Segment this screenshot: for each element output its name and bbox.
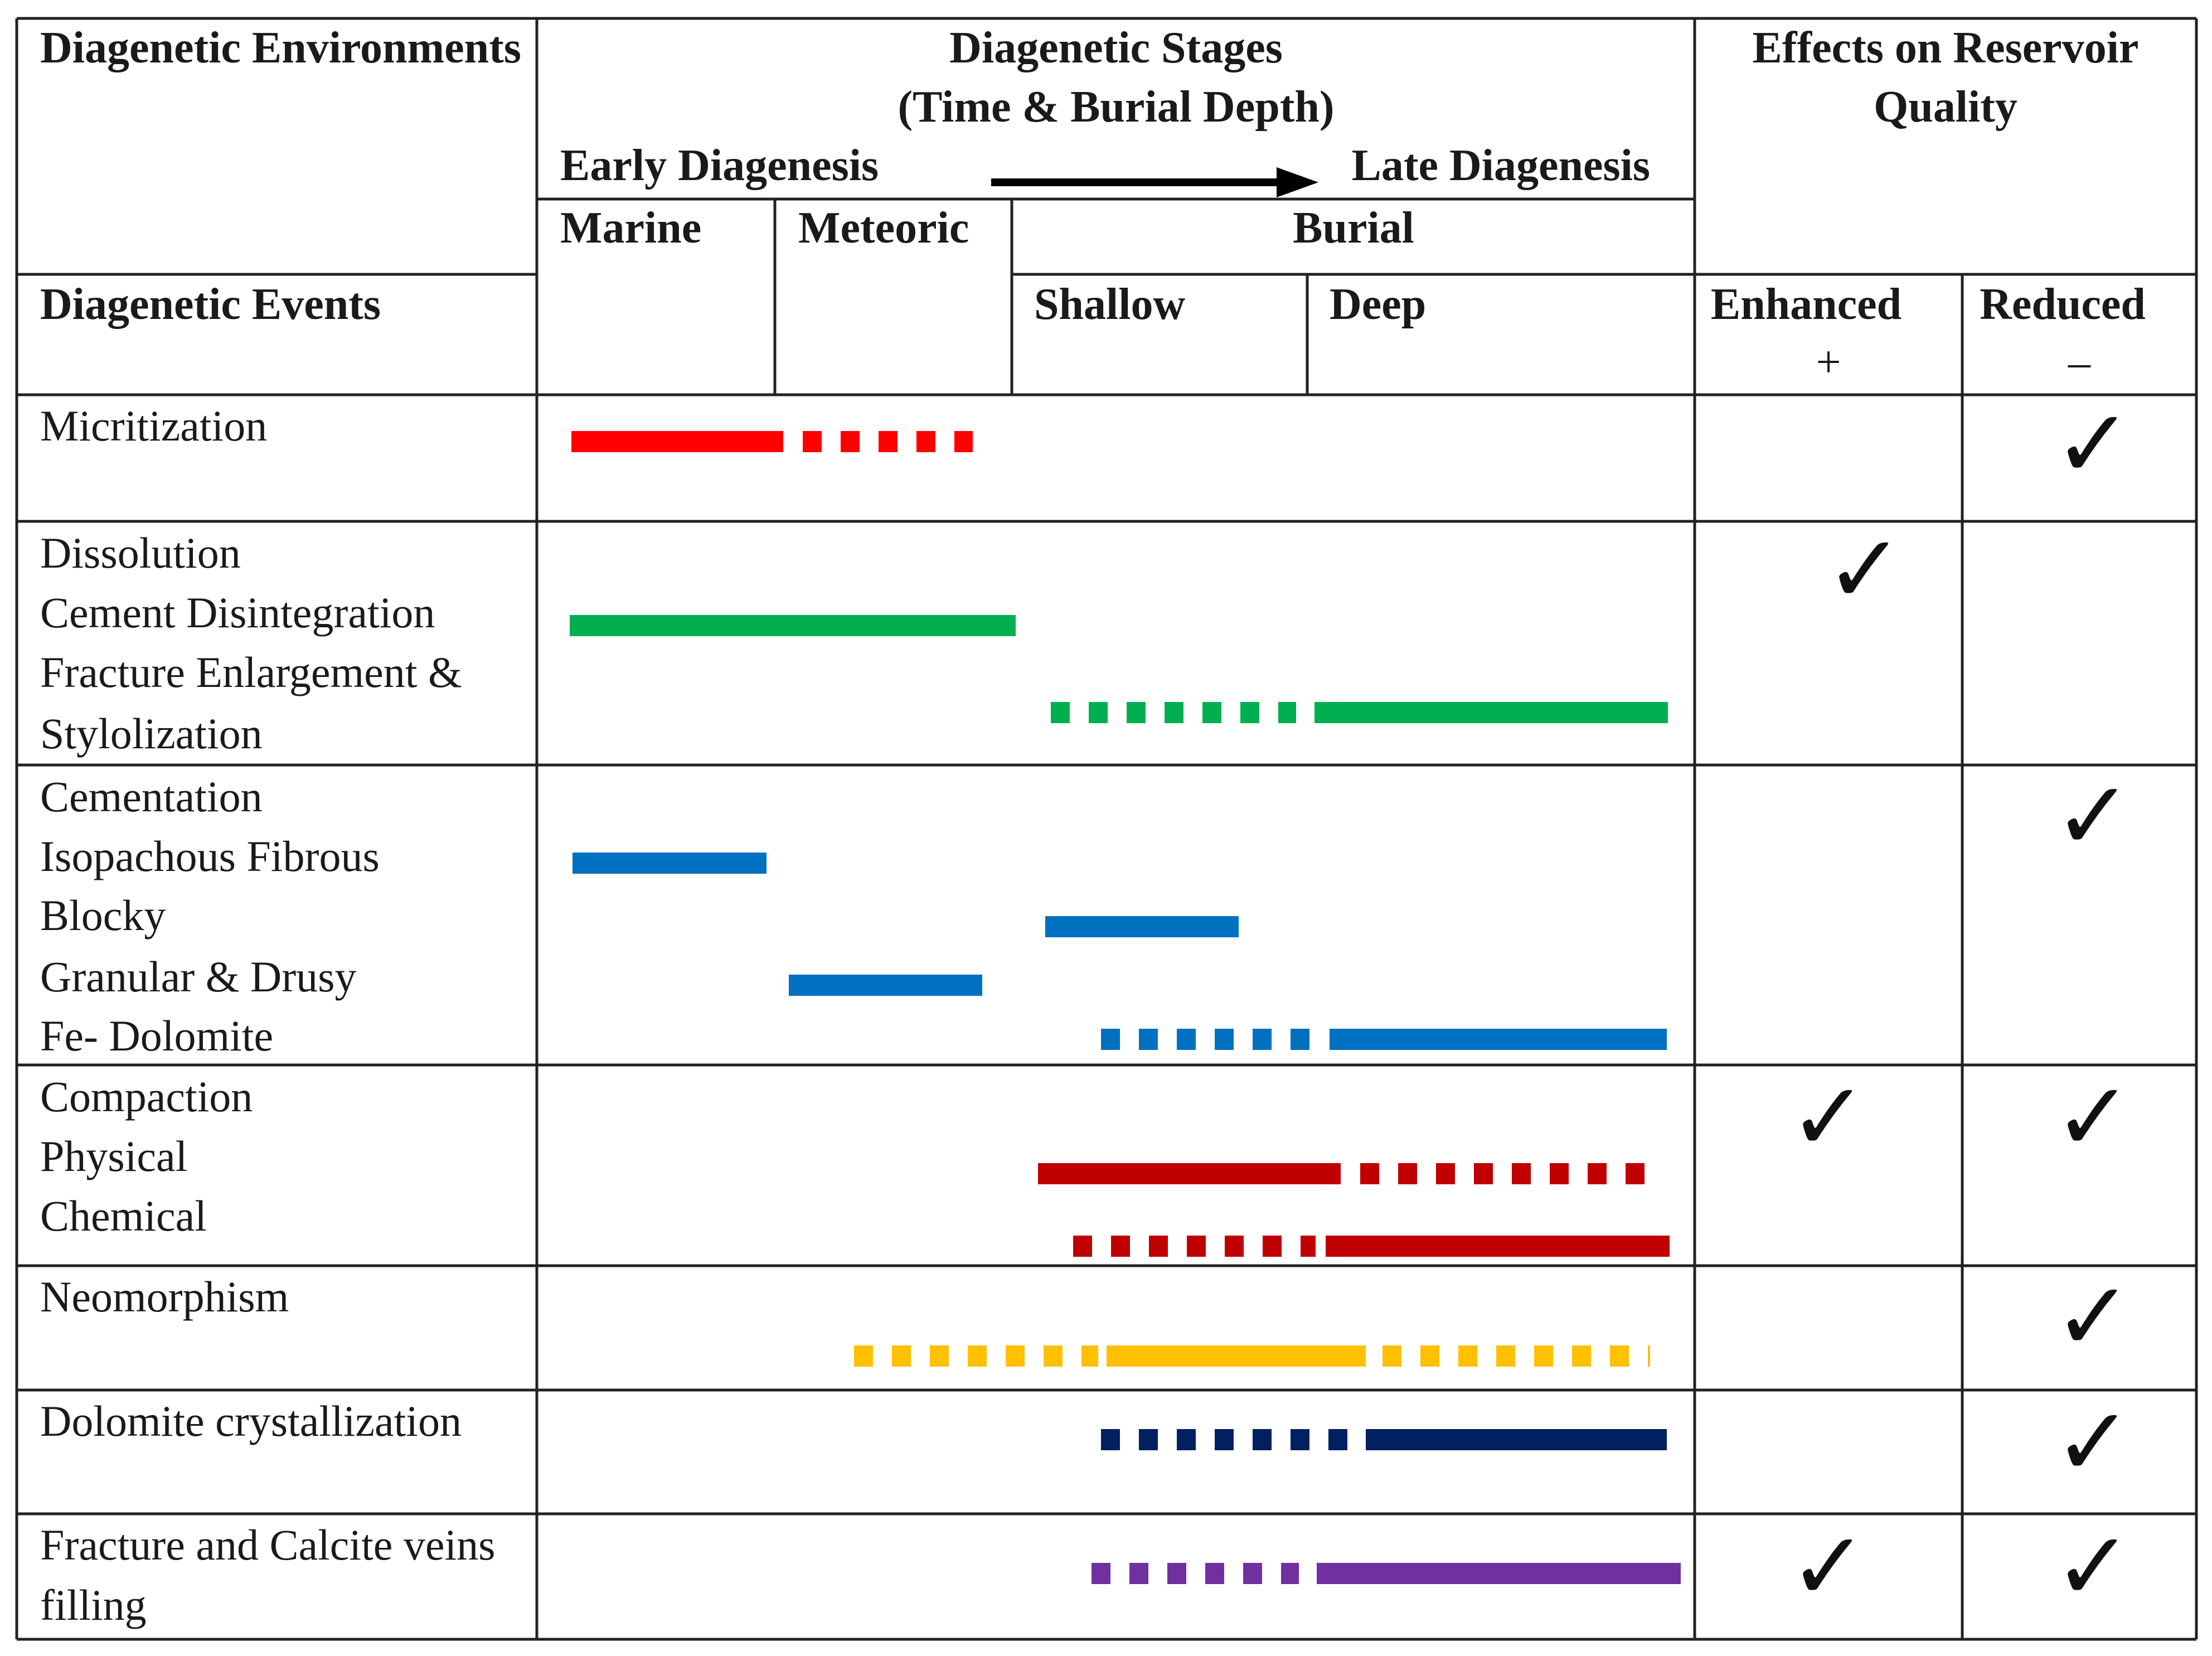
effect-checks: ✓ ✓ ✓ ✓ ✓ ✓ ✓ ✓ ✓ <box>1789 389 2133 1622</box>
header-effects-line1: Effects on Reservoir <box>1752 23 2138 72</box>
event-label: Dolomite crystallization <box>40 1397 462 1445</box>
event-label: Dissolution <box>40 529 241 577</box>
event-label: Cementation <box>40 772 263 821</box>
event-row-fracture-calcite-veins: Fracture and Calcite veins filling <box>40 1521 496 1629</box>
check-mark-reduced-dolomite: ✓ <box>2054 1387 2133 1498</box>
header-stages-line1: Diagenetic Stages <box>949 23 1283 72</box>
header-effects-line2: Quality <box>1874 83 2017 132</box>
header-reduced-sign: – <box>2068 338 2091 387</box>
header-burial: Burial <box>1293 204 1414 253</box>
check-mark-enhanced-compaction: ✓ <box>1789 1062 1868 1173</box>
event-label: filling <box>40 1581 147 1629</box>
time-arrow <box>991 167 1318 197</box>
check-mark-reduced-micritization: ✓ <box>2054 389 2133 500</box>
check-mark-enhanced-dissolution: ✓ <box>1825 515 1904 625</box>
event-label: Granular & Drusy <box>40 952 357 1001</box>
check-mark-reduced-cementation: ✓ <box>2054 761 2133 871</box>
event-row-dolomite-crystallization: Dolomite crystallization <box>40 1397 462 1445</box>
event-label: Compaction <box>40 1072 253 1121</box>
header-events: Diagenetic Events <box>40 280 381 329</box>
event-label: Stylolization <box>40 709 263 758</box>
event-label: Blocky <box>40 891 166 940</box>
event-label: Fracture and Calcite veins <box>40 1521 496 1569</box>
check-mark-enhanced-fracture-veins: ✓ <box>1789 1512 1868 1622</box>
header-deep: Deep <box>1330 280 1426 329</box>
event-label: Cement Disintegration <box>40 588 435 637</box>
header-marine: Marine <box>560 204 701 253</box>
header-enhanced: Enhanced <box>1711 280 1901 329</box>
header-stages-line2: (Time & Burial Depth) <box>898 83 1335 132</box>
event-label: Micritization <box>40 401 267 450</box>
event-label: Fracture Enlargement & <box>40 648 462 696</box>
check-mark-reduced-compaction: ✓ <box>2054 1062 2133 1173</box>
timeline-bars <box>570 431 1681 1584</box>
table-grid <box>15 17 2198 1641</box>
header-shallow: Shallow <box>1034 280 1185 329</box>
check-mark-reduced-neomorphism: ✓ <box>2054 1262 2133 1372</box>
event-label: Isopachous Fibrous <box>40 832 380 880</box>
header-reduced: Reduced <box>1980 280 2146 329</box>
event-row-cementation: Cementation Isopachous Fibrous Blocky Gr… <box>40 772 380 1060</box>
event-row-micritization: Micritization <box>40 401 267 450</box>
event-label: Physical <box>40 1132 187 1180</box>
header-environments: Diagenetic Environments <box>40 23 521 72</box>
header-enhanced-sign: + <box>1816 338 1841 387</box>
check-mark-reduced-fracture-veins: ✓ <box>2054 1512 2133 1622</box>
header-meteoric: Meteoric <box>798 204 969 253</box>
event-label: Neomorphism <box>40 1272 289 1321</box>
event-row-neomorphism: Neomorphism <box>40 1272 289 1321</box>
event-row-compaction: Compaction Physical Chemical <box>40 1072 253 1240</box>
header-late-diagenesis: Late Diagenesis <box>1351 141 1650 190</box>
event-label: Fe- Dolomite <box>40 1011 273 1060</box>
event-row-dissolution: Dissolution Cement Disintegration Fractu… <box>40 529 462 758</box>
header-early-diagenesis: Early Diagenesis <box>560 141 879 190</box>
event-label: Chemical <box>40 1192 207 1240</box>
